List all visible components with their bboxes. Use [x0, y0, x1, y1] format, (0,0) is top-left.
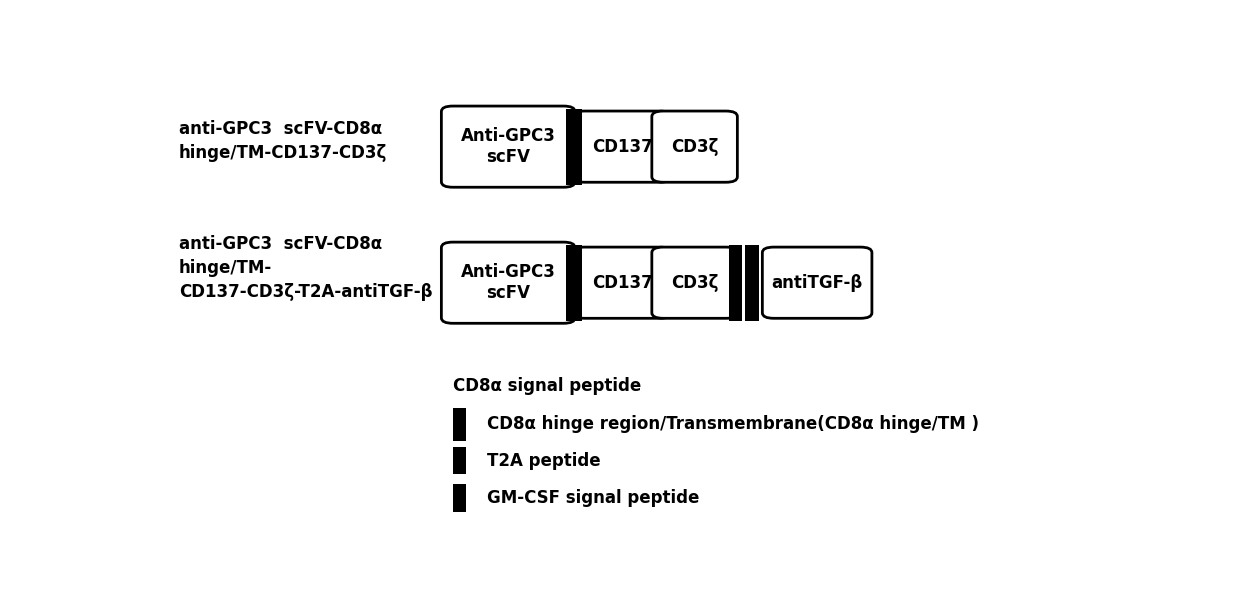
Bar	[453, 484, 466, 511]
Bar	[729, 245, 743, 321]
FancyBboxPatch shape	[573, 247, 671, 318]
Bar	[453, 408, 466, 441]
Bar	[567, 245, 582, 321]
FancyBboxPatch shape	[763, 247, 872, 318]
FancyBboxPatch shape	[652, 247, 738, 318]
Text: CD137: CD137	[591, 274, 652, 292]
Text: anti-GPC3  scFV-CD8α
hinge/TM-CD137-CD3ζ: anti-GPC3 scFV-CD8α hinge/TM-CD137-CD3ζ	[179, 120, 387, 162]
Text: GM-CSF signal peptide: GM-CSF signal peptide	[486, 489, 699, 507]
Bar	[567, 109, 582, 185]
Text: Anti-GPC3
scFV: Anti-GPC3 scFV	[461, 263, 556, 302]
Text: CD8α hinge region/Transmembrane(CD8α hinge/TM ): CD8α hinge region/Transmembrane(CD8α hin…	[486, 415, 978, 434]
Text: CD3ζ: CD3ζ	[671, 138, 718, 155]
FancyBboxPatch shape	[573, 111, 671, 182]
Text: CD137: CD137	[591, 138, 652, 155]
FancyBboxPatch shape	[441, 106, 575, 187]
Bar	[453, 447, 466, 474]
Text: CD8α signal peptide: CD8α signal peptide	[453, 377, 641, 395]
FancyBboxPatch shape	[441, 242, 575, 323]
Text: anti-GPC3  scFV-CD8α
hinge/TM-
CD137-CD3ζ-T2A-antiTGF-β: anti-GPC3 scFV-CD8α hinge/TM- CD137-CD3ζ…	[179, 236, 433, 300]
Text: T2A peptide: T2A peptide	[486, 452, 600, 469]
Text: CD3ζ: CD3ζ	[671, 274, 718, 292]
FancyBboxPatch shape	[652, 111, 738, 182]
Bar	[745, 245, 759, 321]
Text: Anti-GPC3
scFV: Anti-GPC3 scFV	[461, 127, 556, 166]
Text: antiTGF-β: antiTGF-β	[771, 274, 863, 292]
